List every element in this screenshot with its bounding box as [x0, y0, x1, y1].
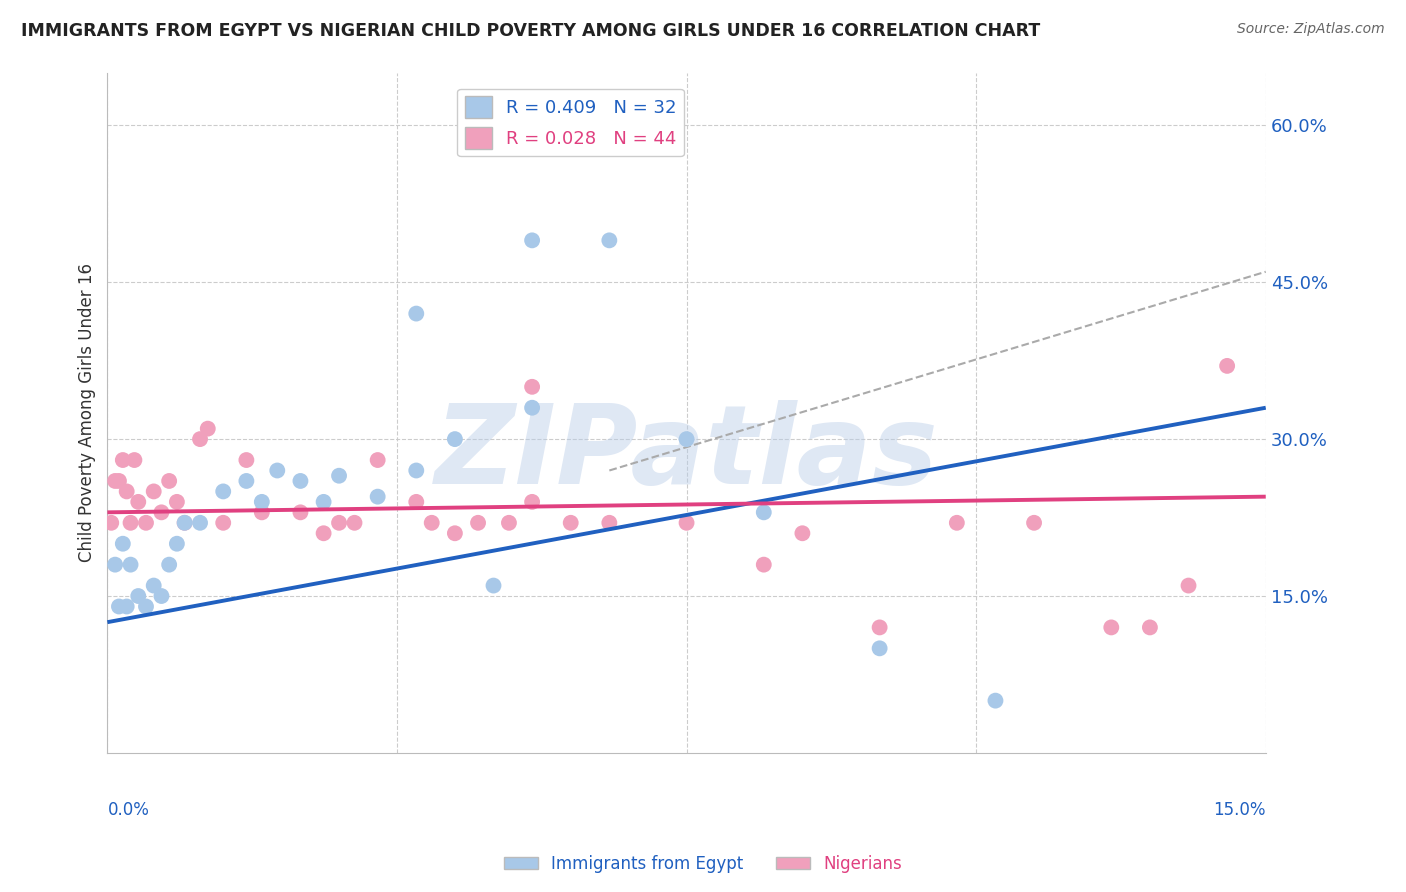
Point [150, 505, 173, 519]
Point [197, 422, 219, 436]
Point [104, 558, 127, 572]
Point [520, 233, 543, 247]
Point [1177, 578, 1199, 592]
Point [235, 474, 257, 488]
Point [560, 516, 582, 530]
Point [290, 505, 312, 519]
Legend: R = 0.409   N = 32, R = 0.028   N = 44: R = 0.409 N = 32, R = 0.028 N = 44 [457, 89, 683, 156]
Point [120, 558, 142, 572]
Point [420, 516, 443, 530]
Point [467, 516, 489, 530]
Point [290, 474, 312, 488]
Point [482, 578, 505, 592]
Point [444, 432, 467, 446]
Point [250, 495, 273, 509]
Point [111, 453, 134, 467]
Point [984, 693, 1007, 707]
Point [498, 516, 520, 530]
Point [1022, 516, 1045, 530]
Point [482, 118, 505, 132]
Point [312, 495, 335, 509]
Point [869, 620, 891, 634]
Point [328, 468, 350, 483]
Point [157, 558, 180, 572]
Point [124, 453, 146, 467]
Point [157, 474, 180, 488]
Point [598, 516, 620, 530]
Point [127, 495, 149, 509]
Point [212, 484, 235, 499]
Point [111, 537, 134, 551]
Point [188, 516, 211, 530]
Point [1099, 620, 1122, 634]
Point [108, 474, 131, 488]
Point [752, 505, 775, 519]
Point [520, 380, 543, 394]
Point [173, 516, 195, 530]
Text: IMMIGRANTS FROM EGYPT VS NIGERIAN CHILD POVERTY AMONG GIRLS UNDER 16 CORRELATION: IMMIGRANTS FROM EGYPT VS NIGERIAN CHILD … [21, 22, 1040, 40]
Point [343, 516, 366, 530]
Y-axis label: Child Poverty Among Girls Under 16: Child Poverty Among Girls Under 16 [79, 263, 96, 563]
Point [405, 495, 427, 509]
Point [312, 526, 335, 541]
Point [328, 516, 350, 530]
Point [115, 484, 138, 499]
Point [135, 516, 157, 530]
Point [1216, 359, 1239, 373]
Point [266, 463, 288, 477]
Legend: Immigrants from Egypt, Nigerians: Immigrants from Egypt, Nigerians [498, 848, 908, 880]
Point [792, 526, 814, 541]
Point [142, 578, 165, 592]
Text: 15.0%: 15.0% [1213, 800, 1265, 819]
Point [444, 526, 467, 541]
Point [367, 453, 389, 467]
Text: Source: ZipAtlas.com: Source: ZipAtlas.com [1237, 22, 1385, 37]
Point [367, 490, 389, 504]
Point [235, 453, 257, 467]
Point [598, 233, 620, 247]
Point [520, 401, 543, 415]
Point [166, 537, 188, 551]
Point [142, 484, 165, 499]
Point [675, 516, 697, 530]
Point [250, 505, 273, 519]
Point [150, 589, 173, 603]
Point [100, 516, 122, 530]
Point [135, 599, 157, 614]
Point [520, 495, 543, 509]
Point [166, 495, 188, 509]
Point [115, 599, 138, 614]
Point [752, 558, 775, 572]
Point [188, 432, 211, 446]
Point [946, 516, 969, 530]
Point [108, 599, 131, 614]
Point [120, 516, 142, 530]
Point [675, 432, 697, 446]
Text: ZIPatlas: ZIPatlas [434, 401, 938, 508]
Point [405, 463, 427, 477]
Point [212, 516, 235, 530]
Point [1139, 620, 1161, 634]
Point [869, 641, 891, 656]
Text: 0.0%: 0.0% [107, 800, 149, 819]
Point [104, 474, 127, 488]
Point [173, 516, 195, 530]
Point [127, 589, 149, 603]
Point [405, 307, 427, 321]
